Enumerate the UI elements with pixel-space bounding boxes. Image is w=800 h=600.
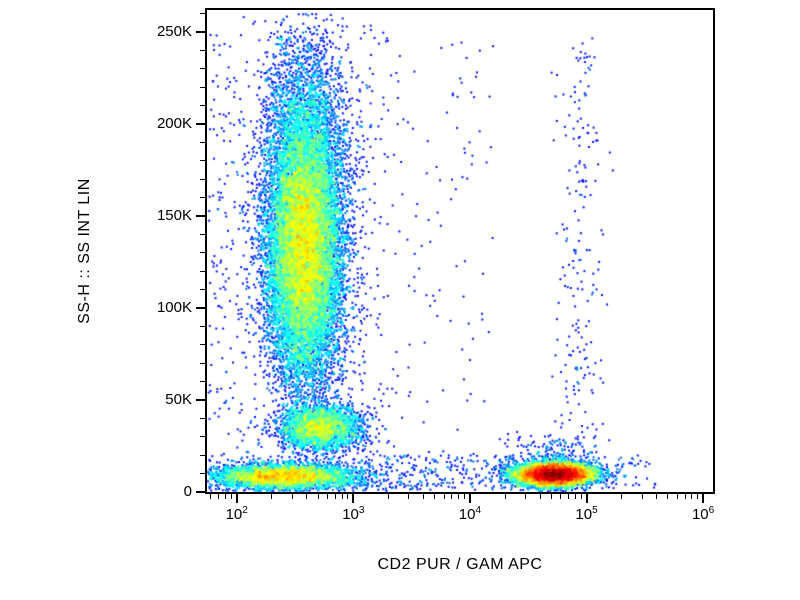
x-minor-tick xyxy=(341,494,343,499)
y-tick-label: 150K xyxy=(156,207,192,225)
x-minor-tick xyxy=(464,494,466,499)
y-major-tick xyxy=(196,399,205,401)
x-minor-tick xyxy=(306,494,308,499)
x-minor-tick xyxy=(641,494,643,499)
x-minor-tick xyxy=(271,494,273,499)
x-major-tick xyxy=(585,494,588,503)
x-minor-tick xyxy=(525,494,527,499)
x-minor-tick xyxy=(458,494,460,499)
x-tick-label: 103 xyxy=(342,505,365,523)
x-minor-tick xyxy=(560,494,562,499)
x-minor-tick xyxy=(291,494,293,499)
x-major-tick xyxy=(352,494,355,503)
y-major-tick xyxy=(196,215,205,218)
x-minor-tick xyxy=(434,494,436,499)
x-minor-tick xyxy=(580,494,582,499)
y-tick-label: 200K xyxy=(156,115,192,133)
x-major-tick xyxy=(702,494,705,503)
x-minor-tick xyxy=(667,494,669,499)
x-minor-tick xyxy=(574,494,576,499)
x-minor-tick xyxy=(697,494,699,499)
x-minor-tick xyxy=(347,494,349,499)
x-minor-tick xyxy=(326,494,328,499)
x-minor-tick xyxy=(317,494,319,499)
y-tick-label: 50K xyxy=(165,391,192,408)
x-minor-tick xyxy=(550,494,552,499)
x-minor-tick xyxy=(387,494,389,499)
x-tick-label: 106 xyxy=(691,505,715,523)
x-minor-tick xyxy=(539,494,541,499)
x-minor-tick xyxy=(676,494,678,499)
x-minor-tick xyxy=(567,494,569,499)
y-major-tick xyxy=(196,123,205,126)
x-tick-label: 102 xyxy=(225,505,248,523)
y-axis-label: SS-H :: SS INT LIN xyxy=(76,178,93,324)
x-minor-tick xyxy=(218,494,220,499)
x-tick-label: 105 xyxy=(575,505,598,523)
x-minor-tick xyxy=(656,494,658,499)
x-major-tick xyxy=(235,494,238,503)
y-tick-label: 0 xyxy=(183,483,192,500)
y-major-tick xyxy=(196,491,205,493)
x-axis-label: CD2 PUR / GAM APC xyxy=(377,556,543,573)
y-major-tick xyxy=(196,31,205,34)
x-minor-tick xyxy=(443,494,445,499)
y-tick-label: 100K xyxy=(156,299,192,317)
x-tick-label: 104 xyxy=(458,505,482,523)
x-minor-tick xyxy=(224,494,226,499)
x-minor-tick xyxy=(621,494,623,499)
y-tick-label: 250K xyxy=(156,23,192,41)
x-minor-tick xyxy=(408,494,410,499)
x-minor-tick xyxy=(451,494,453,499)
x-minor-tick xyxy=(423,494,424,499)
x-minor-tick xyxy=(684,494,686,499)
plot-area xyxy=(205,8,715,494)
x-minor-tick xyxy=(691,494,693,499)
x-major-tick xyxy=(468,494,471,503)
density-scatter-canvas xyxy=(207,10,713,492)
x-minor-tick xyxy=(210,494,212,499)
x-minor-tick xyxy=(504,494,506,499)
y-major-tick xyxy=(196,307,205,310)
x-minor-tick xyxy=(230,494,232,499)
x-minor-tick xyxy=(334,494,336,499)
